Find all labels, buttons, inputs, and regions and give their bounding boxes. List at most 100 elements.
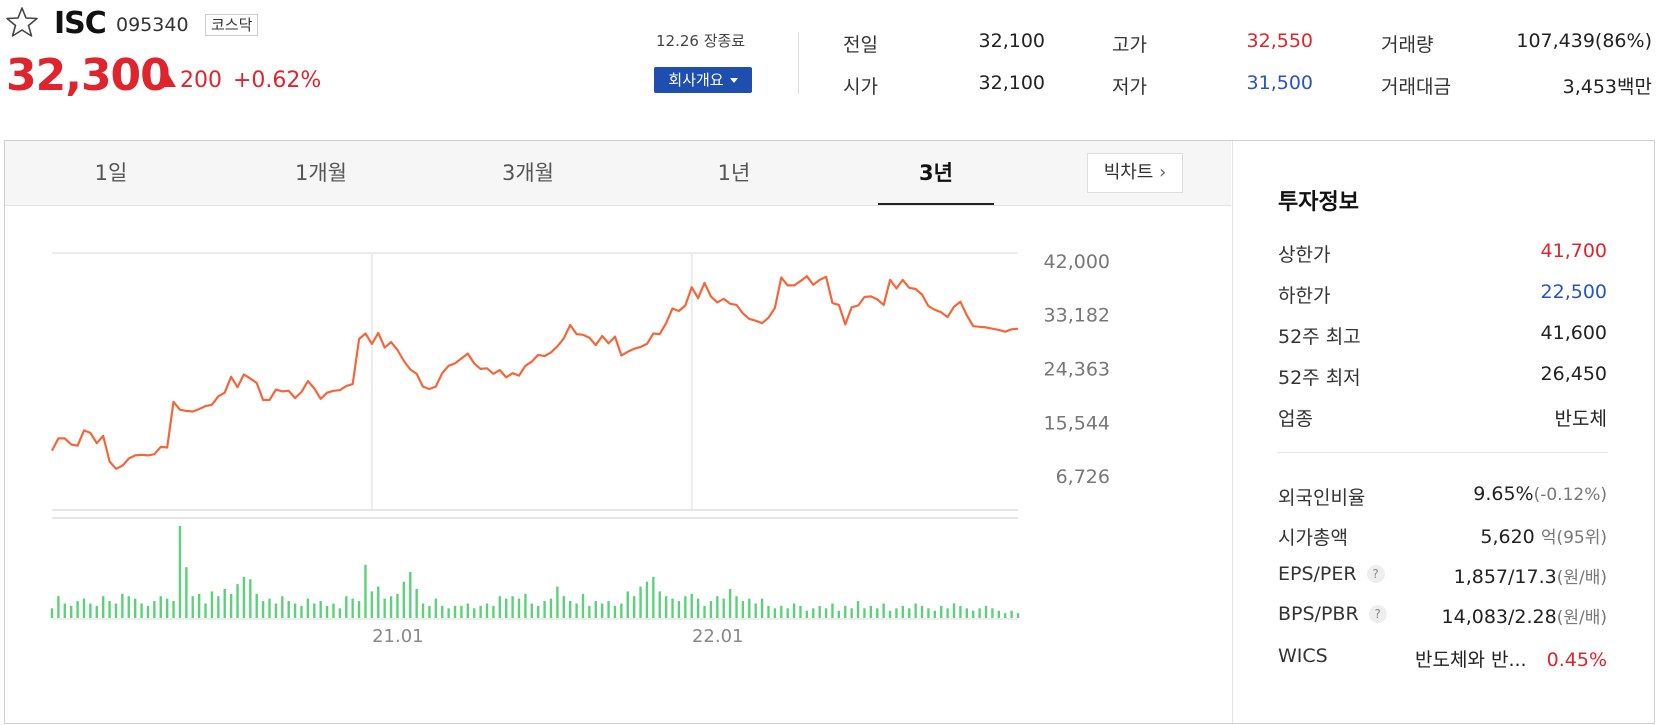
volume-bar [441, 605, 444, 618]
volume-bar [146, 605, 150, 618]
volume-bar [101, 596, 105, 618]
tab-1-month[interactable]: 1개월 [294, 161, 347, 185]
stock-chart: 42,000 33,182 24,363 15,544 6,726 21.01 22.01 [50, 251, 1110, 647]
volume-bar [63, 603, 66, 618]
tab-3-year[interactable]: 3년 [919, 161, 953, 185]
help-icon[interactable]: ? [1368, 605, 1387, 623]
tab-1-day[interactable]: 1일 [94, 161, 128, 185]
volume-bar [345, 596, 348, 618]
volume-bar [805, 610, 809, 618]
volume-bar [511, 596, 514, 618]
volume-bar [114, 603, 118, 618]
price-change-percent: +0.62% [233, 68, 322, 93]
stock-code: 095340 [116, 14, 189, 36]
volume-bar [479, 605, 482, 618]
volume-bar [82, 598, 86, 618]
volume-bar [89, 603, 92, 618]
tab-3-month[interactable]: 3개월 [501, 161, 554, 185]
foreign-ratio-label: 외국인비율 [1278, 487, 1366, 509]
wics-value[interactable]: 반도체와 반... 0.45% [1415, 645, 1607, 672]
y-tick-label: 42,000 [1044, 251, 1110, 273]
volume-bar [799, 605, 802, 618]
volume-bar [165, 598, 169, 618]
y-axis-labels: 42,000 33,182 24,363 15,544 6,726 [1044, 251, 1110, 488]
volume-bar [728, 588, 732, 618]
volume-bar [908, 608, 911, 618]
x-axis-labels: 21.01 22.01 [372, 626, 743, 647]
foreign-ratio: 9.65% [1473, 483, 1534, 505]
sidebar-divider [1232, 141, 1233, 723]
volume-bar [607, 601, 610, 618]
volume-bar [229, 593, 233, 618]
volume-bar [568, 601, 572, 618]
volume-bar [351, 598, 354, 618]
volume-bar [127, 596, 130, 618]
x-tick-label: 22.01 [692, 626, 744, 647]
volume-bar [556, 586, 559, 618]
volume-bar [197, 593, 201, 618]
volume-bar [473, 608, 476, 618]
lower-limit-value: 22,500 [1540, 281, 1607, 303]
market-badge: 코스닥 [205, 14, 259, 36]
volume-bar [741, 601, 745, 618]
header-divider [798, 32, 799, 94]
volume-bar [549, 598, 553, 618]
upper-limit-value: 41,700 [1540, 240, 1607, 262]
sector-value: 반도체 [1554, 408, 1607, 430]
volume-bar [652, 576, 655, 618]
volume-bar [415, 588, 418, 618]
trade-amount-label: 거래대금 [1381, 76, 1451, 98]
volume-bar [242, 576, 246, 618]
volume-bar [978, 608, 981, 618]
volume-bar [332, 603, 335, 618]
bps-pbr-text: BPS/PBR [1278, 603, 1359, 625]
lower-limit-label: 하한가 [1278, 285, 1331, 307]
chevron-right-icon: › [1159, 162, 1167, 183]
volume-bar [543, 601, 546, 618]
volume-bar [888, 610, 892, 618]
volume-bar [991, 608, 994, 618]
big-chart-button[interactable]: 빅차트 › [1087, 153, 1183, 193]
volume-bar [914, 603, 917, 618]
volume-bar [812, 608, 815, 618]
y-tick-label: 33,182 [1044, 305, 1110, 327]
volume-bar [575, 603, 578, 618]
volume-bar [268, 598, 271, 618]
volume-bar [447, 608, 450, 618]
volume-label: 거래량 [1381, 34, 1434, 56]
volume-bar [760, 598, 764, 618]
volume-bar [997, 610, 1001, 618]
volume-bar [274, 603, 278, 618]
eps-per-text: EPS/PER [1278, 563, 1357, 585]
company-overview-button[interactable]: 회사개요 [654, 67, 752, 93]
volume-bar [370, 591, 374, 618]
volume-bar [722, 598, 725, 618]
volume-bar [140, 603, 143, 618]
market-cap-rank: (95위) [1556, 528, 1607, 548]
tab-1-year[interactable]: 1년 [717, 161, 751, 185]
prev-close-value: 32,100 [978, 30, 1045, 52]
volume-bar [562, 596, 565, 618]
volume-bar [927, 608, 930, 618]
price-change: 200 [180, 68, 222, 93]
volume-bar [709, 601, 713, 618]
volume-bar [287, 601, 290, 618]
volume-bar [716, 596, 719, 618]
volume-bar [850, 608, 853, 618]
volume-bar [210, 591, 214, 618]
volume-bar [172, 601, 175, 618]
volume-bar [255, 593, 258, 618]
chart-panel [4, 140, 1655, 724]
help-icon[interactable]: ? [1366, 565, 1385, 583]
volume-bar [530, 603, 534, 618]
high52-value: 41,600 [1540, 322, 1607, 344]
volume-bar [831, 603, 834, 618]
trade-amount-number: 3,453 [1562, 76, 1618, 98]
low52-label: 52주 최저 [1278, 367, 1361, 389]
favorite-star-icon[interactable] [6, 6, 38, 38]
volume-bar [492, 605, 495, 618]
open-value: 32,100 [978, 72, 1045, 94]
volume-bar [856, 601, 860, 618]
volume-bar [882, 603, 885, 618]
big-chart-label: 빅차트 [1103, 162, 1154, 183]
